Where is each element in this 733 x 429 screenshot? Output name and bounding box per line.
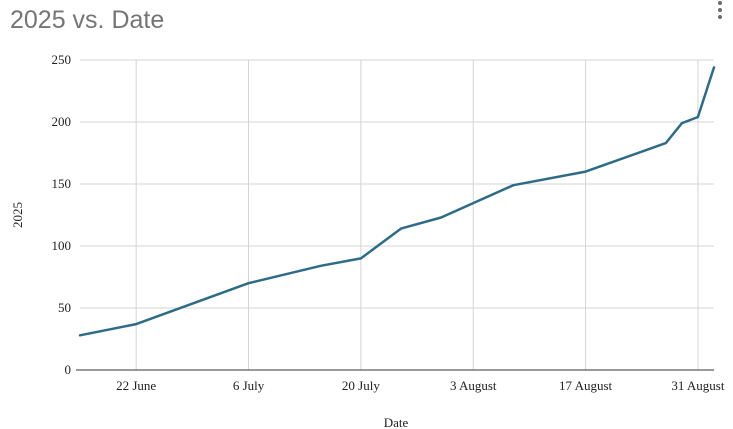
y-tick-label: 150	[52, 176, 72, 191]
y-tick-label: 50	[58, 300, 71, 315]
more-vert-icon	[718, 1, 722, 5]
x-tick-label: 20 July	[342, 378, 380, 393]
grid	[80, 59, 714, 370]
x-axis-title: Date	[384, 415, 409, 429]
chart-title: 2025 vs. Date	[10, 6, 165, 34]
y-tick-label: 100	[52, 238, 72, 253]
x-tick-label: 31 August	[671, 378, 724, 393]
more-vert-icon	[718, 8, 722, 12]
y-tick-label: 200	[52, 114, 72, 129]
more-vert-icon	[718, 15, 722, 19]
y-tick-label: 250	[52, 52, 72, 67]
series	[78, 66, 716, 337]
y-axis-title: 2025	[10, 202, 25, 228]
more-options-button[interactable]	[712, 0, 728, 22]
tick-labels: 0 50 100 150 200 250 22 June 6 July 20 July 3 Aug…	[10, 52, 725, 429]
x-tick-label: 3 August	[450, 378, 497, 393]
series-line	[78, 66, 716, 337]
x-tick-label: 6 July	[233, 378, 265, 393]
x-tick-label: 17 August	[559, 378, 612, 393]
x-tick-label: 22 June	[116, 378, 156, 393]
y-tick-label: 0	[65, 362, 72, 377]
